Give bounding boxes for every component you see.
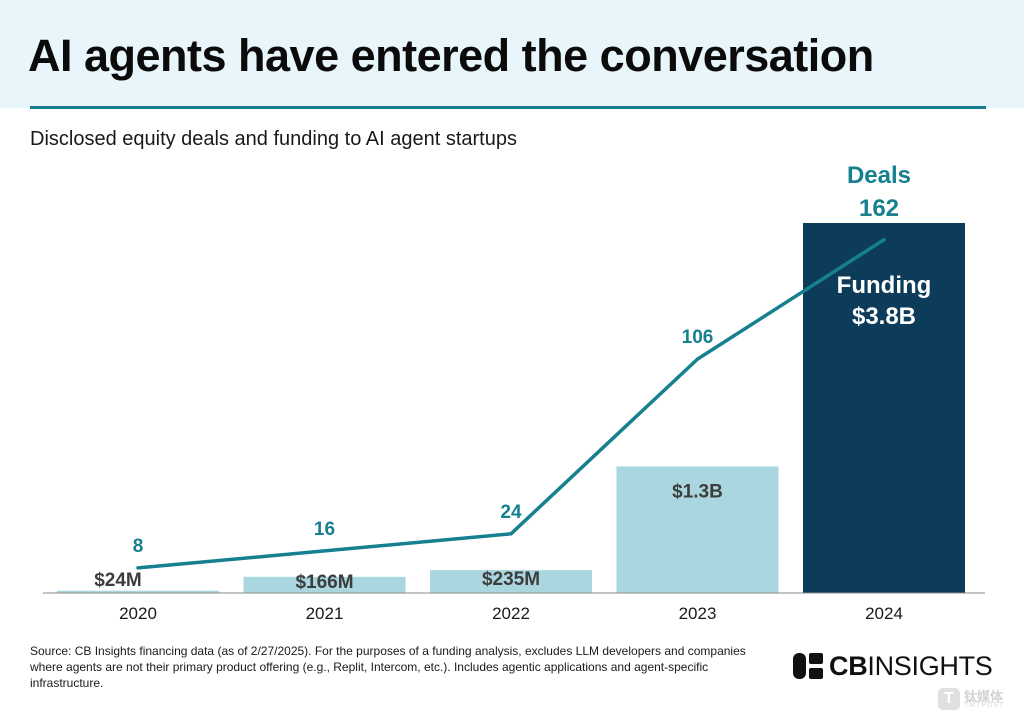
labels-layer: 2020 2021 2022 2023 2024 $24M $166M $235M $1.3B F…: [94, 162, 931, 623]
funding-title-label: Funding: [837, 272, 932, 299]
bars-layer: [57, 223, 965, 593]
cb-insights-logo-icon: [793, 653, 823, 679]
x-tick-label-2024: 2024: [865, 604, 903, 623]
funding-bar-2022: [430, 570, 592, 593]
deals-value-label-2023: 106: [682, 327, 714, 348]
x-tick-label-2022: 2022: [492, 604, 530, 623]
funding-bar-2021: [243, 576, 406, 593]
chart: 2020 2021 2022 2023 2024 $24M $166M $235M $1.3B F…: [43, 162, 985, 623]
deals-value-label-2022: 24: [500, 502, 522, 523]
cb-insights-logo: CBINSIGHTS: [793, 651, 993, 681]
watermark-icon: [938, 688, 960, 710]
deals-value-label-2021: 16: [314, 519, 335, 540]
x-tick-label-2021: 2021: [306, 604, 344, 623]
watermark-text: 钛媒体: [964, 689, 1004, 704]
watermark-t: T: [944, 690, 954, 707]
funding-value-label-2024: $3.8B: [852, 303, 916, 330]
funding-value-label-2020: $24M: [94, 570, 142, 591]
logo-cb: CB: [829, 651, 868, 681]
page-title: AI agents have entered the conversation: [28, 30, 874, 81]
header-divider: [30, 106, 986, 109]
chart-subtitle: Disclosed equity deals and funding to AI…: [30, 128, 517, 150]
funding-value-label-2021: $166M: [295, 572, 353, 593]
logo-insights: INSIGHTS: [867, 651, 993, 681]
funding-bar-2020: [57, 590, 219, 593]
deals-title-label: Deals: [847, 162, 911, 189]
deals-value-label-2020: 8: [133, 536, 144, 557]
line-layer: [136, 237, 886, 570]
funding-bar-2024: [803, 223, 965, 593]
watermark: T 钛媒体 TMTPOST: [938, 686, 1018, 714]
funding-value-label-2022: $235M: [482, 569, 540, 590]
logo-wordmark: CBINSIGHTS: [829, 651, 993, 681]
deals-value-label-2024: 162: [859, 195, 899, 222]
x-tick-label-2023: 2023: [679, 604, 717, 623]
watermark-subtext: TMTPOST: [964, 702, 1005, 709]
funding-value-label-2023: $1.3B: [672, 481, 723, 502]
x-tick-label-2020: 2020: [119, 604, 157, 623]
funding-bar-2023: [616, 466, 779, 593]
header-band: [0, 0, 1024, 108]
source-note: Source: CB Insights financing data (as o…: [30, 644, 746, 690]
